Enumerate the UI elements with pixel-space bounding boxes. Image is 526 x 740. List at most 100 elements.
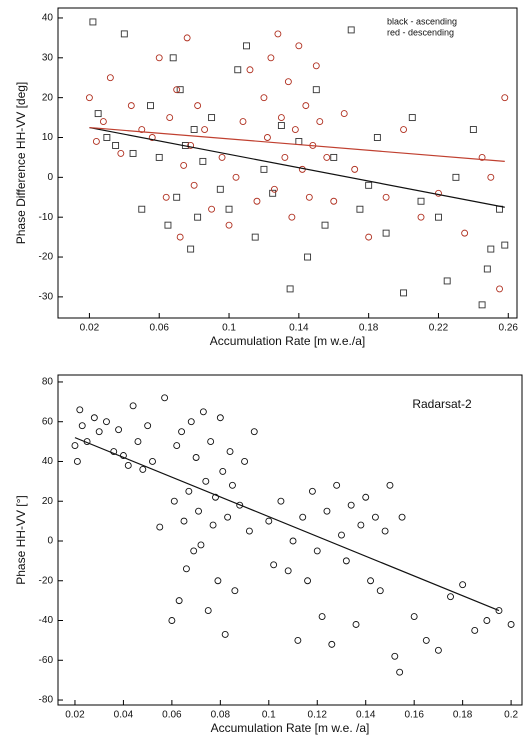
- point: [265, 517, 273, 525]
- point: [501, 241, 509, 249]
- point: [330, 153, 338, 161]
- point: [302, 102, 310, 110]
- point: [365, 181, 373, 189]
- point: [400, 126, 408, 133]
- y-tick-label: 40: [42, 13, 54, 24]
- x-tick-label: 0.18: [359, 323, 379, 334]
- point: [190, 547, 198, 555]
- legend-label: black - ascending: [387, 16, 457, 26]
- point: [138, 205, 146, 213]
- point: [201, 126, 209, 133]
- x-tick-label: 0.12: [308, 710, 328, 721]
- point: [277, 122, 285, 129]
- point: [187, 142, 195, 149]
- point: [459, 581, 467, 589]
- point: [194, 213, 202, 221]
- point: [95, 428, 103, 436]
- point: [483, 265, 491, 273]
- point: [175, 597, 183, 605]
- point: [471, 627, 479, 634]
- point: [269, 189, 277, 197]
- point: [204, 607, 212, 615]
- point: [76, 406, 84, 414]
- point: [417, 213, 425, 221]
- x-tick-label: 0.18: [453, 710, 473, 721]
- point: [78, 422, 86, 430]
- point: [209, 521, 217, 529]
- point: [299, 513, 307, 521]
- point: [173, 86, 181, 94]
- point: [92, 138, 100, 145]
- point: [187, 245, 195, 253]
- y-tick-label: 0: [47, 536, 53, 547]
- point: [408, 114, 416, 122]
- y-tick-label: 0: [47, 172, 53, 183]
- point: [452, 173, 460, 181]
- point: [106, 74, 114, 82]
- point: [199, 408, 207, 416]
- y-tick-label: 30: [42, 52, 54, 63]
- point: [124, 462, 132, 469]
- y-tick-label: -40: [39, 615, 54, 626]
- point: [173, 442, 181, 450]
- point: [185, 487, 193, 495]
- point: [231, 587, 239, 595]
- point: [112, 142, 120, 149]
- point: [89, 18, 97, 26]
- point: [221, 630, 229, 638]
- point: [365, 233, 373, 241]
- point: [391, 652, 399, 660]
- point: [308, 487, 316, 495]
- point: [139, 465, 147, 473]
- point: [170, 497, 178, 505]
- point: [352, 621, 360, 628]
- point: [371, 513, 379, 521]
- point: [469, 126, 477, 133]
- point: [216, 185, 224, 193]
- x-tick-label: 0.06: [149, 323, 169, 334]
- x-tick-label: 0.08: [211, 710, 231, 721]
- y-tick-label: 40: [42, 456, 54, 467]
- fit-line: [89, 126, 505, 208]
- point: [295, 138, 303, 145]
- point: [176, 86, 184, 94]
- point: [495, 607, 503, 615]
- point: [398, 513, 406, 521]
- point: [214, 577, 222, 585]
- point: [138, 126, 146, 133]
- point: [71, 442, 79, 450]
- y-tick-label: 20: [42, 496, 54, 507]
- point: [166, 114, 174, 122]
- point: [294, 636, 302, 644]
- plot-frame: [57, 7, 518, 319]
- point: [236, 501, 244, 509]
- point: [99, 118, 107, 126]
- point: [277, 114, 285, 122]
- point: [483, 617, 491, 624]
- plot-frame: [57, 374, 523, 706]
- point: [260, 94, 268, 102]
- point: [357, 521, 365, 529]
- point: [169, 54, 177, 62]
- y-tick-label: -60: [39, 655, 54, 666]
- y-tick-label: 20: [42, 92, 54, 103]
- point: [478, 153, 486, 161]
- point: [73, 458, 81, 465]
- point: [90, 414, 98, 422]
- point: [342, 557, 350, 565]
- point: [190, 181, 198, 189]
- point: [284, 78, 292, 86]
- point: [487, 173, 495, 181]
- point: [245, 527, 253, 535]
- point: [263, 134, 271, 141]
- point: [478, 301, 486, 309]
- point: [328, 640, 336, 648]
- x-tick-label: 0.16: [404, 710, 424, 721]
- point: [362, 493, 370, 501]
- point: [148, 134, 156, 141]
- point: [253, 197, 261, 205]
- point: [225, 205, 233, 213]
- point: [323, 507, 331, 515]
- x-tick-label: 0.2: [504, 710, 518, 721]
